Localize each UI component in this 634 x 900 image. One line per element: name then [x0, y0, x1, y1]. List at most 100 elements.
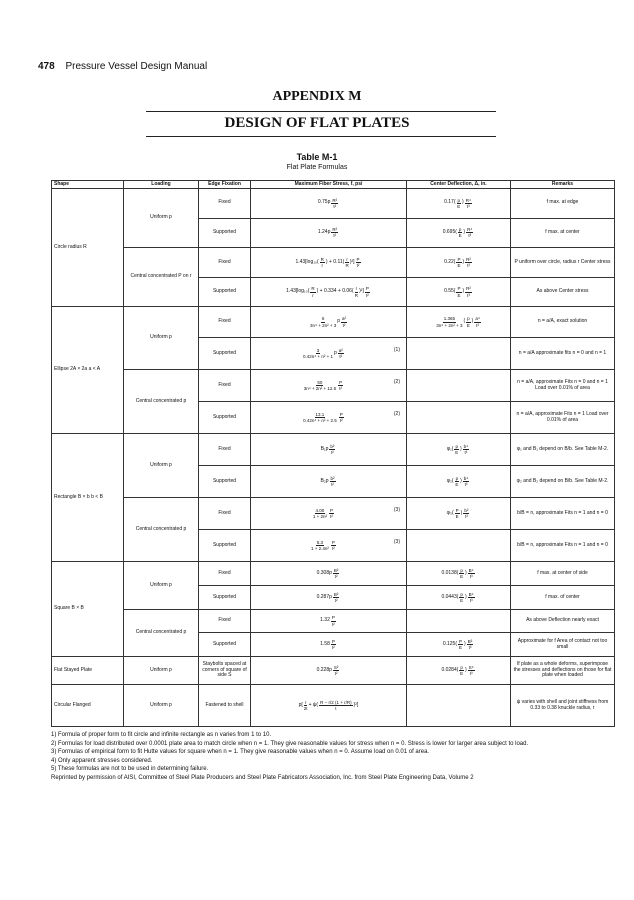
formula-fraction: R² t² — [331, 227, 339, 238]
denominator: t³ — [467, 263, 470, 268]
formula-fraction: R⁴ t³ — [466, 227, 474, 239]
formula-fraction: R² t² — [331, 198, 339, 209]
denominator: t — [335, 706, 337, 711]
numerator: 3 — [315, 347, 321, 354]
numerator: p — [459, 664, 464, 671]
denominator: t³ — [469, 574, 473, 579]
formula-text: 0.55( — [444, 288, 456, 295]
remarks-cell: ψ varies with shell and joint stiffness … — [510, 684, 615, 727]
numerator: 1.365 — [442, 316, 456, 323]
loading-cell: Uniform p — [123, 656, 199, 685]
remarks-cell: As above Deflection nearly exact — [510, 609, 615, 633]
header-max-fiber-stress: Maximum Fiber Stress, f, psi — [250, 180, 407, 189]
numerator: R² — [465, 256, 472, 263]
numerator: b⁴ — [462, 443, 470, 450]
deflection-cell: 0.695(p E) R⁴ t³ — [406, 217, 511, 248]
formula-fraction: b² t² — [329, 476, 336, 487]
edge-fixation-cell: Fixed — [198, 561, 251, 586]
numerator: a⁴ — [474, 316, 481, 323]
stress-cell: (1) 3 0.42n⁴ + n² + 1 p a² t² — [250, 337, 407, 370]
edge-fixation-cell: Fastened to shell — [198, 684, 251, 727]
shape-cell: Ellipse 2A × 2a a < A — [51, 306, 124, 434]
remarks-cell: n = a/A, approximate Fits n = 0 and n = … — [510, 369, 615, 402]
denominator: r — [321, 263, 324, 268]
footnote: 1) Formula of proper form to fit circle … — [51, 732, 272, 738]
deflection-cell — [406, 337, 511, 370]
denominator: R — [345, 263, 349, 268]
edge-fixation-cell: Supported — [198, 529, 251, 562]
edge-fixation-cell: Fixed — [198, 188, 251, 219]
numerator: r — [354, 286, 359, 293]
formula-text: 0.75p — [317, 199, 331, 206]
footnote-ref: (2) — [393, 378, 400, 385]
table-row: Supported (1) 3 0.42n⁴ + n² + 1 p a² t² n = a/A… — [52, 337, 615, 370]
numerator: p — [454, 475, 460, 482]
formula-fraction: 13.1 0.42n⁴ + n² + 2.5 — [303, 412, 337, 423]
denominator: t² — [334, 574, 338, 579]
table-row: Circle radius R Uniform p Fixed 0.75p R² t² 0.… — [51, 188, 615, 307]
numerator: 13.1 — [314, 411, 326, 418]
remarks-cell: f max. at center — [510, 217, 615, 248]
denominator: t² — [342, 322, 346, 328]
formula-text: ( — [463, 318, 466, 325]
numerator: B² — [466, 638, 474, 645]
header-shape: Shape — [51, 180, 124, 189]
denominator: E — [457, 203, 461, 209]
numerator: p — [459, 567, 464, 574]
edge-fixation-cell: Supported — [198, 217, 251, 248]
numerator: B² — [332, 591, 340, 598]
denominator: t³ — [469, 671, 473, 676]
formula-fraction: a⁴ t³ — [474, 316, 481, 328]
numerator: B⁴ — [467, 591, 475, 598]
denominator: E — [460, 598, 464, 603]
denominator: 1 + 2.4n² — [310, 546, 329, 551]
table-row: Rectangle B × b b < B Uniform p Fixed B₁p b²… — [51, 433, 615, 562]
shape-cell: Rectangle B × b b < B — [51, 433, 124, 562]
shape-cell: Flat Stayed Plate — [51, 656, 124, 685]
table-row: Square B × B Uniform p Fixed 0.308p B² t² 0.01… — [51, 561, 615, 657]
formula-fraction: S⁴ t³ — [467, 665, 475, 676]
table-row: Central concentrated p Fixed (2) 50 3n⁴ + 2n… — [52, 369, 615, 434]
denominator: E — [457, 263, 461, 268]
footnote: 4) Only apparent stresses considered. — [51, 757, 153, 764]
numerator: r — [345, 256, 349, 263]
remarks-cell: b/B = n, approximate Fits n = 1 and n = … — [510, 529, 615, 562]
footnote-ref: (2) — [393, 410, 400, 417]
page-number: 478 — [38, 61, 55, 72]
formula-text: ) — [464, 666, 467, 673]
denominator: r — [312, 292, 314, 298]
numerator: P — [330, 539, 336, 546]
edge-fixation-cell: Fixed — [198, 247, 251, 278]
table-title: Table M-1 — [296, 152, 338, 162]
remarks-cell: φ₂ and B₂ depend on B/b. See Table M-2. — [510, 465, 615, 498]
formula-fraction: B⁴ t³ — [467, 568, 475, 579]
loading-cell: Uniform p — [123, 684, 199, 727]
numerator: r — [303, 699, 308, 706]
table-header-row: Shape Loading Edge Fixation Maximum Fiber S… — [51, 180, 615, 189]
denominator: t² — [339, 386, 343, 391]
formula-fraction: R − r/2 (1 + r/R) t — [319, 700, 353, 711]
remarks-cell: As above Center stress — [510, 277, 615, 307]
denominator: t³ — [468, 233, 472, 239]
numerator: R — [319, 256, 325, 263]
remarks-cell: f max. at edge — [510, 188, 615, 219]
formula-fraction: B² t² — [332, 591, 340, 603]
deflection-cell: φ₃(P E) b² t³ — [406, 497, 511, 530]
remarks-cell: b/B = n, approximate Fits n = 1 and n = … — [510, 497, 615, 530]
formula-text: + ψ( — [308, 701, 319, 708]
numerator: 6 — [320, 316, 326, 323]
denominator: t³ — [464, 482, 468, 487]
numerator: P — [329, 507, 335, 514]
loading-cell: Central concentrated p — [123, 369, 199, 434]
table-row: Central concentrated P on r Fixed 1.43[log… — [52, 247, 615, 307]
